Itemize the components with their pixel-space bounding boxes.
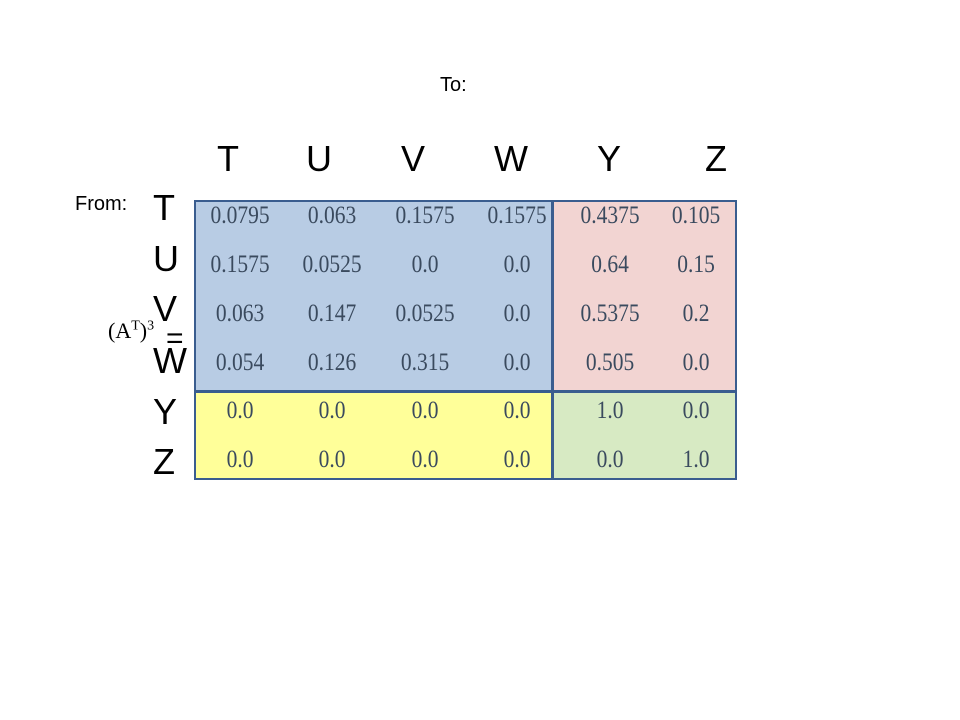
row-header-t: T: [153, 187, 175, 228]
matrix-cell-r5-c4: 0.0: [503, 397, 531, 424]
matrix-cell-r4-c3: 0.315: [400, 349, 450, 376]
matrix-cell-r6-c1: 0.0: [226, 446, 254, 473]
matrix-cell-r6-c5: 0.0: [596, 446, 624, 473]
matrix-cell-r2-c4: 0.0: [503, 251, 531, 278]
zero-block: [194, 391, 553, 480]
row-header-u: U: [153, 238, 179, 279]
column-header-v: V: [400, 138, 425, 179]
transient-block: [194, 200, 553, 392]
from-label: From:: [75, 193, 128, 215]
matrix-cell-r3-c2: 0.147: [307, 300, 357, 327]
matrix-cell-r3-c5: 0.5375: [580, 300, 640, 327]
to-label: To:: [440, 74, 467, 96]
matrix-cell-r3-c6: 0.2: [682, 300, 710, 327]
matrix-cell-r3-c4: 0.0: [503, 300, 531, 327]
matrix-cell-r6-c3: 0.0: [411, 446, 439, 473]
matrix-cell-r4-c5: 0.505: [585, 349, 635, 376]
matrix-cell-r5-c6: 0.0: [682, 397, 710, 424]
matrix-cell-r5-c1: 0.0: [226, 397, 254, 424]
matrix-cell-r4-c4: 0.0: [503, 349, 531, 376]
matrix-cell-r3-c3: 0.0525: [395, 300, 455, 327]
matrix-cell-r5-c2: 0.0: [318, 397, 346, 424]
matrix-cell-r2-c5: 0.64: [591, 251, 629, 278]
matrix-cell-r4-c2: 0.126: [307, 349, 357, 376]
matrix-cell-r1-c2: 0.063: [307, 202, 357, 229]
matrix-cell-r6-c2: 0.0: [318, 446, 346, 473]
column-header-y: Y: [596, 138, 621, 179]
row-header-y: Y: [153, 391, 178, 432]
matrix-cell-r6-c6: 1.0: [682, 446, 710, 473]
matrix-cell-r2-c6: 0.15: [677, 251, 715, 278]
matrix-cell-r5-c5: 1.0: [596, 397, 624, 424]
matrix-cell-r5-c3: 0.0: [411, 397, 439, 424]
matrix-cell-r4-c6: 0.0: [682, 349, 710, 376]
matrix-cell-r4-c1: 0.054: [215, 349, 265, 376]
column-header-u: U: [306, 138, 332, 179]
matrix-cell-r1-c1: 0.0795: [210, 202, 270, 229]
column-header-w: W: [494, 138, 528, 179]
matrix-cell-r2-c1: 0.1575: [210, 251, 270, 278]
column-header-z: Z: [705, 138, 727, 179]
column-header-t: T: [217, 138, 239, 179]
matrix-cell-r1-c3: 0.1575: [395, 202, 455, 229]
matrix-cell-r1-c4: 0.1575: [487, 202, 547, 229]
matrix-cell-r1-c6: 0.105: [671, 202, 721, 229]
matrix-cell-r3-c1: 0.063: [215, 300, 265, 327]
row-header-v: V: [153, 288, 178, 329]
matrix-cell-r2-c2: 0.0525: [302, 251, 362, 278]
matrix-formula: (AT)3: [108, 318, 155, 343]
equals-sign: =: [166, 322, 184, 355]
identity-block: [552, 391, 737, 480]
matrix-cell-r6-c4: 0.0: [503, 446, 531, 473]
matrix-cell-r1-c5: 0.4375: [580, 202, 640, 229]
matrix-cell-r2-c3: 0.0: [411, 251, 439, 278]
row-header-w: W: [153, 340, 187, 381]
row-header-z: Z: [153, 441, 175, 482]
absorbing-probability-block: [552, 200, 737, 392]
